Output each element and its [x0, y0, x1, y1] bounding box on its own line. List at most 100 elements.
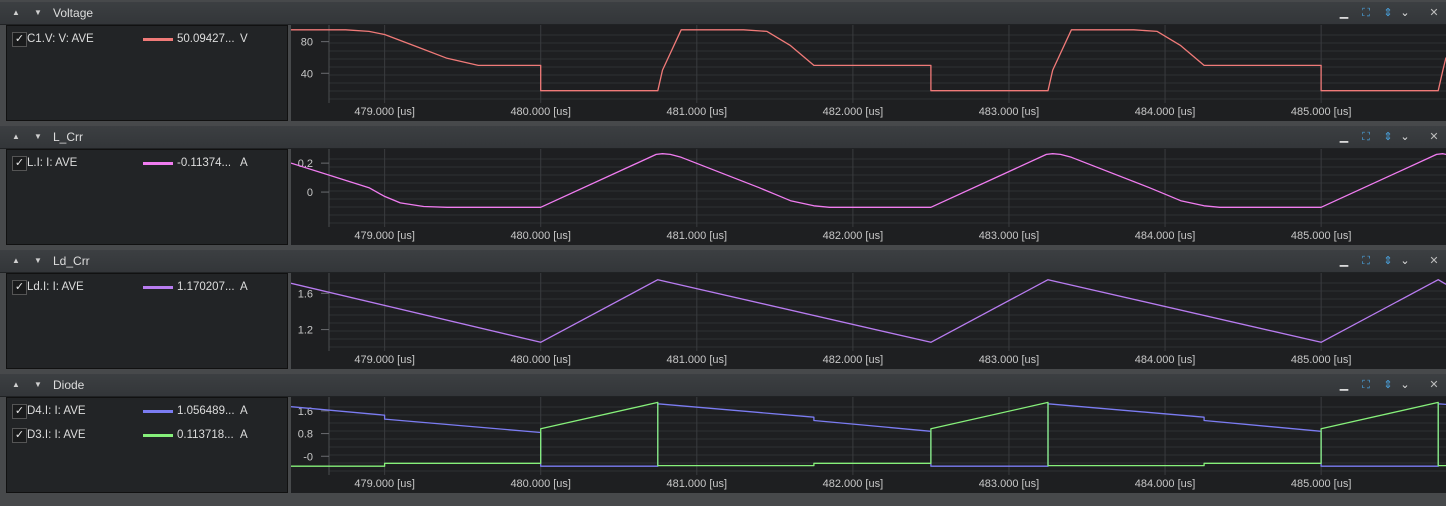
scope-panel-3: ▲ ▼ Diode ▁ ⛶ ⇕ ⌄ ✕ ✓ D4.I: I: AVE 1.056489... A ✓ D3… — [0, 372, 1446, 496]
signal-visible-checkbox[interactable]: ✓ — [12, 404, 27, 419]
plot-area[interactable]: 80 40 479.000 [us] 480.000 [us] 481.000 [us]… — [291, 25, 1446, 121]
minimize-icon[interactable]: ▁ — [1339, 379, 1349, 391]
x-tick-label: 485.000 [us] — [1291, 106, 1352, 118]
signal-unit: A — [240, 405, 248, 417]
panel-title: Diode — [53, 378, 85, 392]
signal-color-swatch — [143, 38, 173, 41]
signal-visible-checkbox[interactable]: ✓ — [12, 156, 27, 171]
signal-legend: ✓ C1.V: V: AVE 50.09427... V — [6, 25, 288, 121]
signal-name: D4.I: I: AVE — [27, 405, 86, 417]
x-tick-label: 485.000 [us] — [1291, 230, 1352, 242]
waveform-chart: 0.2 0 479.000 [us] 480.000 [us] 481.000 [us]… — [291, 149, 1446, 245]
panel-title: L_Crr — [53, 130, 84, 144]
series-line-0 — [291, 153, 1446, 208]
x-tick-label: 480.000 [us] — [510, 354, 571, 366]
minimize-icon[interactable]: ▁ — [1339, 131, 1349, 143]
autoscale-icon[interactable]: ⇕ — [1383, 7, 1393, 19]
signal-visible-checkbox[interactable]: ✓ — [12, 280, 27, 295]
scope-panel-2: ▲ ▼ Ld_Crr ▁ ⛶ ⇕ ⌄ ✕ ✓ Ld.I: I: AVE 1.170207... A 1.… — [0, 248, 1446, 372]
panel-header: ▲ ▼ Diode ▁ ⛶ ⇕ ⌄ ✕ — [0, 374, 1446, 397]
x-tick-label: 480.000 [us] — [510, 478, 571, 490]
signal-unit: A — [240, 281, 248, 293]
x-tick-label: 481.000 [us] — [667, 478, 728, 490]
dropdown-icon[interactable]: ⌄ — [1400, 131, 1410, 143]
plot-background — [291, 273, 1446, 369]
autoscale-icon[interactable]: ⇕ — [1383, 255, 1393, 267]
signal-name: C1.V: V: AVE — [27, 33, 94, 45]
dropdown-icon[interactable]: ⌄ — [1400, 7, 1410, 19]
x-tick-label: 482.000 [us] — [823, 230, 884, 242]
move-up-icon[interactable]: ▲ — [12, 8, 20, 17]
minimize-icon[interactable]: ▁ — [1339, 255, 1349, 267]
dropdown-icon[interactable]: ⌄ — [1400, 255, 1410, 267]
series-line-1 — [291, 401, 1446, 467]
move-down-icon[interactable]: ▼ — [34, 380, 42, 389]
autoscale-icon[interactable]: ⇕ — [1383, 131, 1393, 143]
x-tick-label: 483.000 [us] — [979, 106, 1040, 118]
move-up-icon[interactable]: ▲ — [12, 132, 20, 141]
panel-header: ▲ ▼ L_Crr ▁ ⛶ ⇕ ⌄ ✕ — [0, 126, 1446, 149]
x-tick-label: 479.000 [us] — [354, 230, 415, 242]
fit-icon[interactable]: ⛶ — [1362, 131, 1370, 143]
signal-value: -0.11374... — [177, 157, 232, 169]
plot-area[interactable]: 1.6 1.2 479.000 [us] 480.000 [us] 481.000 [u… — [291, 273, 1446, 369]
y-tick-label: 1.6 — [298, 288, 313, 300]
fit-icon[interactable]: ⛶ — [1362, 379, 1370, 391]
panel-header: ▲ ▼ Voltage ▁ ⛶ ⇕ ⌄ ✕ — [0, 2, 1446, 25]
scope-panel-0: ▲ ▼ Voltage ▁ ⛶ ⇕ ⌄ ✕ ✓ C1.V: V: AVE 50.09427... V 8… — [0, 0, 1446, 124]
x-tick-label: 483.000 [us] — [979, 230, 1040, 242]
signal-row[interactable]: ✓ D4.I: I: AVE 1.056489... A — [7, 401, 287, 421]
signal-color-swatch — [143, 410, 173, 413]
y-tick-label: 0.8 — [298, 429, 313, 441]
y-tick-label: 0 — [307, 187, 313, 199]
x-tick-label: 480.000 [us] — [510, 230, 571, 242]
signal-value: 1.170207... — [177, 281, 235, 293]
signal-row[interactable]: ✓ D3.I: I: AVE 0.113718... A — [7, 425, 287, 445]
y-tick-label: -0 — [303, 451, 313, 463]
fit-icon[interactable]: ⛶ — [1362, 7, 1370, 19]
y-tick-label: 80 — [301, 37, 313, 49]
x-tick-label: 479.000 [us] — [354, 354, 415, 366]
x-tick-label: 484.000 [us] — [1135, 478, 1196, 490]
x-tick-label: 484.000 [us] — [1135, 106, 1196, 118]
plot-area[interactable]: 0.2 0 479.000 [us] 480.000 [us] 481.000 [us]… — [291, 149, 1446, 245]
minimize-icon[interactable]: ▁ — [1339, 7, 1349, 19]
series-line-0 — [291, 29, 1446, 92]
close-icon[interactable]: ✕ — [1429, 379, 1439, 391]
x-tick-label: 482.000 [us] — [823, 354, 884, 366]
series-line-0 — [291, 279, 1446, 343]
scope-panel-1: ▲ ▼ L_Crr ▁ ⛶ ⇕ ⌄ ✕ ✓ L.I: I: AVE -0.11374... A 0.2 0… — [0, 124, 1446, 248]
close-icon[interactable]: ✕ — [1429, 131, 1439, 143]
x-tick-label: 482.000 [us] — [823, 106, 884, 118]
move-down-icon[interactable]: ▼ — [34, 132, 42, 141]
plot-background — [291, 397, 1446, 493]
signal-value: 0.113718... — [177, 429, 234, 441]
signal-visible-checkbox[interactable]: ✓ — [12, 32, 27, 47]
signal-row[interactable]: ✓ L.I: I: AVE -0.11374... A — [7, 153, 287, 173]
move-down-icon[interactable]: ▼ — [34, 8, 42, 17]
move-down-icon[interactable]: ▼ — [34, 256, 42, 265]
signal-row[interactable]: ✓ Ld.I: I: AVE 1.170207... A — [7, 277, 287, 297]
signal-visible-checkbox[interactable]: ✓ — [12, 428, 27, 443]
signal-unit: A — [240, 157, 248, 169]
signal-name: L.I: I: AVE — [27, 157, 78, 169]
x-tick-label: 485.000 [us] — [1291, 354, 1352, 366]
signal-value: 1.056489... — [177, 405, 235, 417]
x-tick-label: 479.000 [us] — [354, 106, 415, 118]
move-up-icon[interactable]: ▲ — [12, 256, 20, 265]
signal-row[interactable]: ✓ C1.V: V: AVE 50.09427... V — [7, 29, 287, 49]
signal-color-swatch — [143, 434, 173, 437]
autoscale-icon[interactable]: ⇕ — [1383, 379, 1393, 391]
x-tick-label: 481.000 [us] — [667, 106, 728, 118]
waveform-chart: 1.6 1.2 479.000 [us] 480.000 [us] 481.000 [u… — [291, 273, 1446, 369]
dropdown-icon[interactable]: ⌄ — [1400, 379, 1410, 391]
signal-unit: V — [240, 33, 248, 45]
move-up-icon[interactable]: ▲ — [12, 380, 20, 389]
close-icon[interactable]: ✕ — [1429, 7, 1439, 19]
plot-area[interactable]: 1.6 0.8 -0 479.000 [us] 480.000 [us] 481.000 … — [291, 397, 1446, 493]
fit-icon[interactable]: ⛶ — [1362, 255, 1370, 267]
panel-title: Voltage — [53, 6, 94, 20]
x-tick-label: 482.000 [us] — [823, 478, 884, 490]
close-icon[interactable]: ✕ — [1429, 255, 1439, 267]
